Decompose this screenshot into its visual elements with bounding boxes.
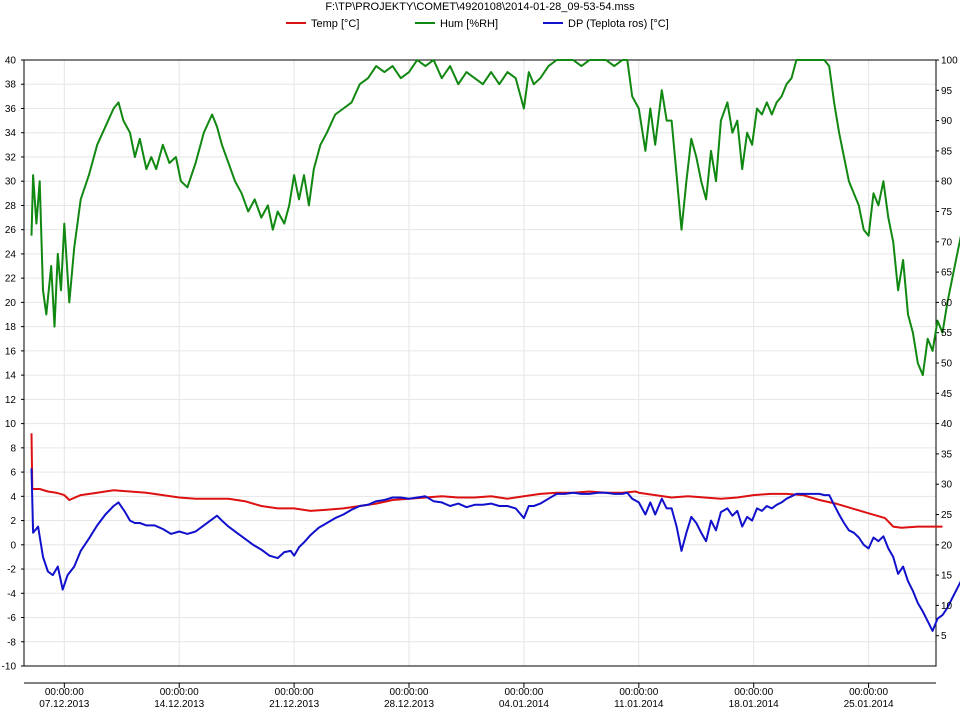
right-tick-label: 60 bbox=[941, 298, 953, 309]
grid bbox=[24, 60, 936, 666]
left-tick-label: 40 bbox=[5, 56, 17, 67]
left-tick-label: -2 bbox=[7, 565, 16, 576]
left-tick-label: 12 bbox=[5, 395, 17, 406]
right-tick-label: 75 bbox=[941, 207, 953, 218]
left-tick-label: -6 bbox=[7, 613, 16, 624]
plot-frame bbox=[23, 59, 937, 667]
left-tick-label: 8 bbox=[10, 443, 16, 454]
right-tick-label: 25 bbox=[941, 510, 953, 521]
x-tick-time: 00:00:00 bbox=[504, 687, 543, 698]
x-tick-date: 11.01.2014 bbox=[614, 699, 664, 708]
right-tick-label: 20 bbox=[941, 540, 953, 551]
x-tick-date: 25.01.2014 bbox=[844, 699, 894, 708]
right-tick-label: 65 bbox=[941, 268, 953, 279]
series-line-2 bbox=[30, 468, 960, 632]
left-tick-label: 0 bbox=[10, 540, 16, 551]
x-tick-time: 00:00:00 bbox=[734, 687, 773, 698]
x-tick-time: 00:00:00 bbox=[45, 687, 84, 698]
right-tick-label: 30 bbox=[941, 480, 953, 491]
x-tick-date: 07.12.2013 bbox=[39, 699, 89, 708]
left-tick-label: 2 bbox=[10, 516, 16, 527]
series-line-1 bbox=[30, 59, 960, 377]
x-tick-date: 18.01.2014 bbox=[729, 699, 779, 708]
x-tick-date: 21.12.2013 bbox=[269, 699, 319, 708]
left-tick-label: 38 bbox=[5, 80, 17, 91]
left-tick-label: 28 bbox=[5, 201, 17, 212]
axes bbox=[21, 59, 939, 688]
legend-label-1: Hum [%RH] bbox=[440, 18, 498, 30]
right-tick-label: 5 bbox=[941, 631, 947, 642]
left-tick-label: 10 bbox=[5, 419, 17, 430]
left-tick-label: 4 bbox=[10, 492, 16, 503]
left-tick-label: 26 bbox=[5, 225, 17, 236]
right-tick-label: 95 bbox=[941, 86, 953, 97]
x-tick-time: 00:00:00 bbox=[160, 687, 199, 698]
x-tick-date: 28.12.2013 bbox=[384, 699, 434, 708]
left-tick-label: -4 bbox=[7, 589, 16, 600]
x-tick-time: 00:00:00 bbox=[619, 687, 658, 698]
legend-label-2: DP (Teplota ros) [°C] bbox=[568, 18, 669, 30]
left-tick-label: 30 bbox=[5, 177, 17, 188]
right-tick-label: 90 bbox=[941, 116, 953, 127]
left-tick-label: 14 bbox=[5, 371, 17, 382]
x-tick-date: 04.01.2014 bbox=[499, 699, 549, 708]
plot-area bbox=[30, 59, 960, 632]
left-tick-label: -10 bbox=[2, 662, 17, 673]
tick-labels: 4038363432302826242220181614121086420-2-… bbox=[2, 56, 959, 708]
left-tick-label: 34 bbox=[5, 128, 17, 139]
right-tick-label: 40 bbox=[941, 419, 953, 430]
x-tick-time: 00:00:00 bbox=[849, 687, 888, 698]
right-tick-label: 35 bbox=[941, 449, 953, 460]
right-tick-label: 85 bbox=[941, 146, 953, 157]
right-tick-label: 70 bbox=[941, 237, 953, 248]
right-tick-label: 15 bbox=[941, 571, 953, 582]
x-tick-date: 14.12.2013 bbox=[154, 699, 204, 708]
left-tick-label: 18 bbox=[5, 322, 17, 333]
left-tick-label: 20 bbox=[5, 298, 17, 309]
left-tick-label: 36 bbox=[5, 104, 17, 115]
legend: Temp [°C] Hum [%RH] DP (Teplota ros) [°C] bbox=[286, 18, 669, 30]
right-tick-label: 55 bbox=[941, 328, 953, 339]
left-tick-label: 6 bbox=[10, 468, 16, 479]
chart-title: F:\TP\PROJEKTY\COMET\4920108\2014-01-28_… bbox=[325, 1, 635, 13]
left-tick-label: 24 bbox=[5, 249, 17, 260]
right-tick-label: 50 bbox=[941, 359, 953, 370]
right-tick-label: 80 bbox=[941, 177, 953, 188]
right-tick-label: 100 bbox=[941, 56, 958, 67]
left-tick-label: 32 bbox=[5, 152, 17, 163]
legend-label-0: Temp [°C] bbox=[311, 18, 359, 30]
x-tick-time: 00:00:00 bbox=[390, 687, 429, 698]
left-tick-label: 22 bbox=[5, 274, 17, 285]
left-tick-label: 16 bbox=[5, 346, 17, 357]
right-tick-label: 10 bbox=[941, 601, 953, 612]
right-tick-label: 45 bbox=[941, 389, 953, 400]
x-tick-time: 00:00:00 bbox=[275, 687, 314, 698]
left-tick-label: -8 bbox=[7, 637, 16, 648]
